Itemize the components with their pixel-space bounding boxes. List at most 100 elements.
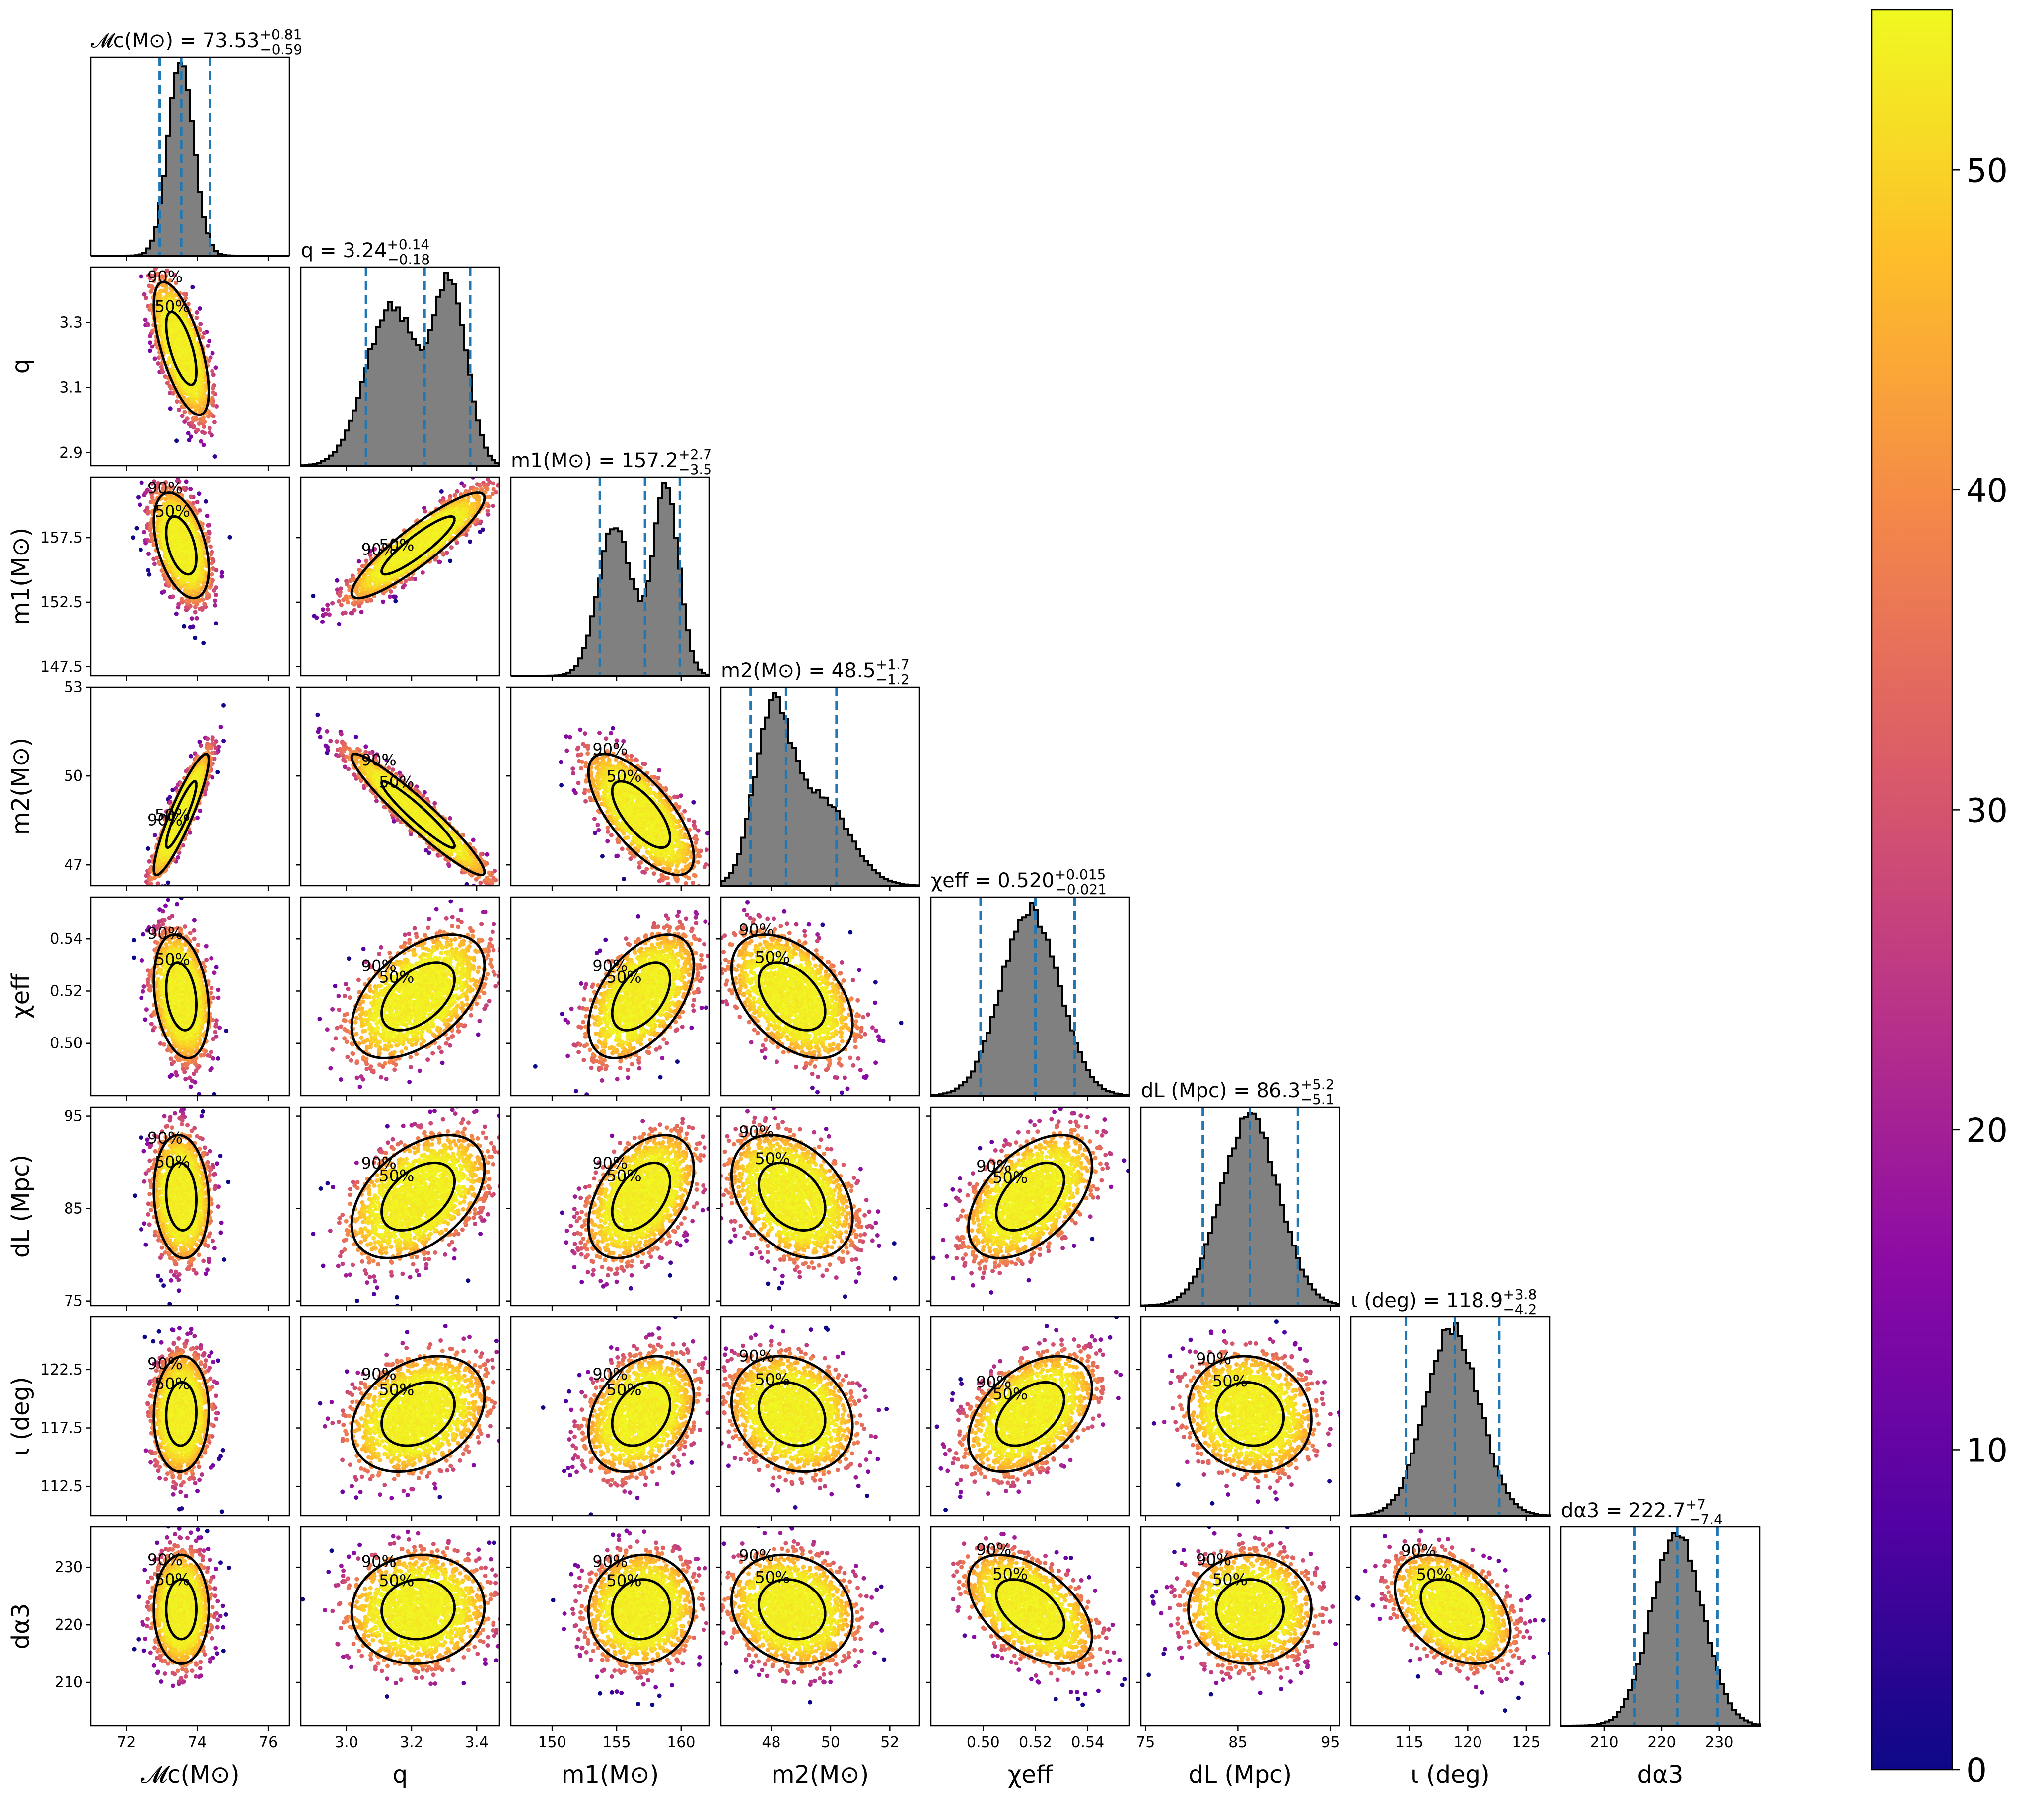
scatter-point [203,383,208,388]
scatter-point [323,611,328,616]
scatter-points: 50%90% [311,459,509,626]
scatter-point [156,481,161,485]
scatter-point [486,512,491,517]
scatter-point [182,291,187,296]
scatter-point [321,607,325,612]
scatter-point [167,485,172,490]
scatter-point [339,603,344,608]
scatter-point [197,491,202,496]
scatter-point [201,640,206,645]
scatter-point [420,570,425,575]
scatter-point [160,263,164,267]
scatter-point [448,558,453,563]
scatter-point [160,283,165,288]
scatter-point [177,486,182,491]
scatter-point [449,545,454,550]
histogram-q [300,272,500,467]
scatter-point [367,583,372,588]
scatter-point [203,499,208,504]
scatter-point [142,530,146,535]
scatter-point [175,479,180,483]
scatter-point [193,415,198,420]
panel-title-mc: 𝓜c(M⊙) = 73.53+0.81 −0.59 [91,26,302,58]
scatter-point [210,561,214,566]
scatter-point [172,273,177,277]
scatter-point [148,289,153,294]
scatter-point [320,620,325,624]
scatter-point [186,302,191,306]
scatter-point [152,356,157,361]
scatter-point [206,344,211,348]
panel-frame [90,476,290,677]
scatter-point [485,508,490,513]
scatter-point [325,602,330,607]
scatter-point [195,427,200,432]
scatter-point [157,277,162,282]
scatter-point [147,572,152,577]
scatter-point [402,583,407,588]
scatter-point [194,616,199,621]
scatter-point [354,585,359,590]
scatter-point [219,570,224,575]
scatter-point [325,607,330,612]
scatter-point [462,484,467,488]
scatter-point [179,543,184,548]
scatter-point [403,579,408,583]
scatter-point [174,438,179,443]
panel-frame [90,266,290,467]
scatter-point [190,285,195,290]
scatter-point [163,497,168,502]
scatter-point [354,589,359,594]
scatter-point [391,594,396,599]
scatter-point [147,340,152,345]
scatter-point [475,501,480,506]
y-tick-label: 152.5 [40,594,83,611]
scatter-point [337,593,342,598]
scatter-point [206,529,211,534]
scatter-point [154,273,159,277]
scatter-point [485,495,490,500]
scatter-points: 50%90% [123,223,219,459]
hist-panel-mc: 𝓜c(M⊙) = 73.53+0.81 −0.59 [90,26,302,261]
scatter-point [187,438,192,442]
scatter-point [172,263,176,267]
scatter-point [195,310,200,315]
scatter-point [423,509,427,514]
panel-frame [90,56,290,257]
scatter-point [477,483,482,488]
scatter-point [481,472,486,477]
scatter-point [219,574,224,579]
scatter-point [213,365,218,370]
y-tick-label: 3.1 [59,379,83,397]
scatter-point [159,365,164,370]
panel-title-q: q = 3.24+0.14 −0.18 [301,236,430,268]
scatter-point [314,615,319,620]
scatter-point [199,439,204,444]
scatter-point [202,330,207,335]
scatter-point [123,223,127,227]
scatter-point [131,535,136,540]
scatter-point [368,553,373,557]
scatter-point [214,568,219,573]
scatter-point [136,495,141,500]
scatter-point [479,488,484,493]
scatter-point [505,459,509,464]
scatter-point [193,635,198,640]
scatter-point [193,610,198,615]
scatter-point [200,606,205,610]
scatter-point [146,509,151,514]
scatter-point [211,386,215,391]
scatter-point [212,454,217,459]
scatter-point [188,487,193,491]
panel-frame [300,266,500,467]
contour-50pct [165,310,198,386]
scatter-point [381,599,386,604]
scatter-points: 50%90% [131,470,232,645]
scatter-point [180,414,185,418]
scatter-point [183,296,188,301]
scatter-point [174,611,179,616]
scatter-point [177,407,181,412]
scatter-point [139,470,143,475]
scatter-point [197,508,202,513]
